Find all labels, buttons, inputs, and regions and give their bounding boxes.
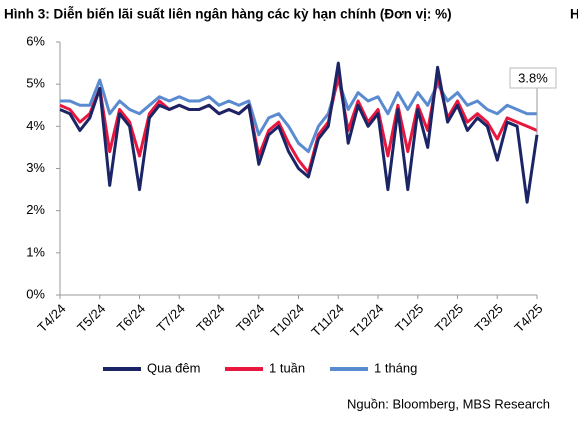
- source: Nguồn: Bloomberg, MBS Research: [347, 396, 550, 411]
- legend-label: 1 tuần: [269, 360, 305, 375]
- series-line: [59, 61, 539, 204]
- x-tick-label: T12/24: [347, 301, 386, 340]
- chart-title: Hình 3: Diễn biến lãi suất liên ngân hàn…: [4, 7, 452, 22]
- x-tick-label: T9/24: [233, 301, 267, 335]
- series-line: [60, 78, 537, 154]
- x-tick-label: T3/25: [472, 301, 506, 335]
- x-tick-label: T1/25: [392, 301, 426, 335]
- x-tick-label: T8/24: [193, 301, 227, 335]
- legend-label: Qua đêm: [147, 360, 200, 375]
- x-tick-label: T6/24: [114, 301, 148, 335]
- annotation: 3.8%: [518, 70, 548, 85]
- y-tick-label: 6%: [26, 33, 45, 48]
- x-tick-label: T2/25: [432, 301, 466, 335]
- series-line: [59, 74, 538, 175]
- x-tick-label: T5/24: [74, 301, 108, 335]
- y-tick-label: 3%: [26, 160, 45, 175]
- y-tick-label: 5%: [26, 76, 45, 91]
- x-tick-label: T11/24: [308, 301, 347, 340]
- x-tick-label: T10/24: [268, 301, 307, 340]
- x-tick-label: T4/24: [34, 301, 68, 335]
- y-tick-label: 4%: [26, 118, 45, 133]
- y-tick-label: 2%: [26, 202, 45, 217]
- x-tick-label: T7/24: [154, 301, 188, 335]
- y-tick-label: 1%: [26, 244, 45, 259]
- legend-label: 1 tháng: [374, 360, 417, 375]
- x-tick-label: T4/25: [511, 301, 545, 335]
- annotation-box: [509, 67, 557, 89]
- side-text: H: [570, 7, 578, 22]
- y-tick-label: 0%: [26, 286, 45, 301]
